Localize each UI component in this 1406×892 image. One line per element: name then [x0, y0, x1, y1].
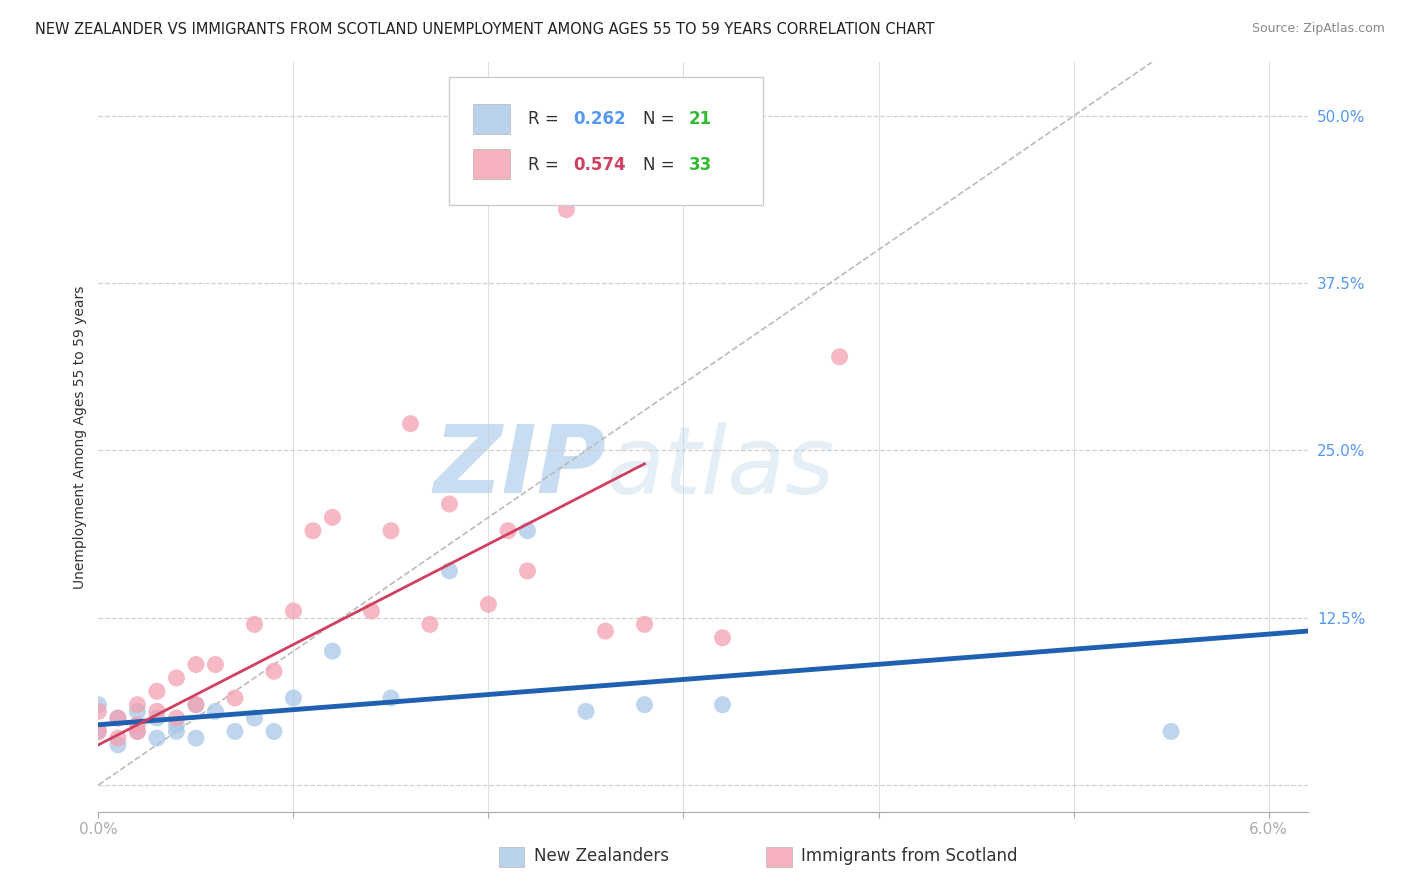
Point	[107, 711, 129, 725]
Point	[224, 690, 246, 705]
Point	[516, 564, 538, 578]
Point	[87, 698, 110, 712]
Point	[165, 717, 187, 731]
Point	[127, 705, 149, 719]
Point	[204, 705, 226, 719]
Point	[184, 698, 207, 712]
Point	[419, 617, 441, 632]
Text: 0.262: 0.262	[574, 110, 626, 128]
Text: 33: 33	[689, 156, 711, 174]
Point	[146, 705, 169, 719]
Point	[828, 350, 851, 364]
Point	[146, 711, 169, 725]
Point	[380, 690, 402, 705]
Point	[302, 524, 325, 538]
Point	[321, 644, 343, 658]
Point	[321, 510, 343, 524]
FancyBboxPatch shape	[474, 103, 509, 134]
Point	[243, 617, 266, 632]
Point	[184, 698, 207, 712]
Point	[165, 671, 187, 685]
Text: Source: ZipAtlas.com: Source: ZipAtlas.com	[1251, 22, 1385, 36]
Point	[107, 711, 129, 725]
Point	[439, 497, 461, 511]
Point	[127, 724, 149, 739]
Point	[516, 524, 538, 538]
Point	[633, 617, 655, 632]
Point	[165, 711, 187, 725]
Point	[87, 705, 110, 719]
Y-axis label: Unemployment Among Ages 55 to 59 years: Unemployment Among Ages 55 to 59 years	[73, 285, 87, 589]
Text: N =: N =	[643, 110, 679, 128]
Text: R =: R =	[527, 156, 564, 174]
Point	[107, 738, 129, 752]
Point	[595, 624, 617, 639]
Point	[165, 724, 187, 739]
Text: New Zealanders: New Zealanders	[534, 847, 669, 865]
FancyBboxPatch shape	[449, 78, 763, 205]
Point	[439, 564, 461, 578]
Point	[711, 631, 734, 645]
Point	[204, 657, 226, 672]
Point	[711, 698, 734, 712]
Point	[360, 604, 382, 618]
Point	[87, 724, 110, 739]
Point	[184, 731, 207, 746]
Point	[146, 684, 169, 698]
Point	[243, 711, 266, 725]
Text: Immigrants from Scotland: Immigrants from Scotland	[801, 847, 1018, 865]
Text: N =: N =	[643, 156, 679, 174]
Point	[477, 598, 499, 612]
Point	[184, 657, 207, 672]
Point	[555, 202, 578, 217]
Text: ZIP: ZIP	[433, 421, 606, 513]
Text: R =: R =	[527, 110, 564, 128]
Text: 0.574: 0.574	[574, 156, 626, 174]
Point	[263, 724, 285, 739]
FancyBboxPatch shape	[474, 149, 509, 178]
Point	[283, 690, 305, 705]
Point	[224, 724, 246, 739]
Point	[399, 417, 422, 431]
Point	[263, 664, 285, 679]
Point	[127, 724, 149, 739]
Point	[496, 524, 519, 538]
Text: 21: 21	[689, 110, 711, 128]
Text: atlas: atlas	[606, 422, 835, 513]
Point	[87, 724, 110, 739]
Point	[107, 731, 129, 746]
Point	[1160, 724, 1182, 739]
Point	[283, 604, 305, 618]
Text: NEW ZEALANDER VS IMMIGRANTS FROM SCOTLAND UNEMPLOYMENT AMONG AGES 55 TO 59 YEARS: NEW ZEALANDER VS IMMIGRANTS FROM SCOTLAN…	[35, 22, 935, 37]
Point	[633, 698, 655, 712]
Point	[146, 731, 169, 746]
Point	[575, 705, 598, 719]
Point	[127, 717, 149, 731]
Point	[380, 524, 402, 538]
Point	[127, 698, 149, 712]
